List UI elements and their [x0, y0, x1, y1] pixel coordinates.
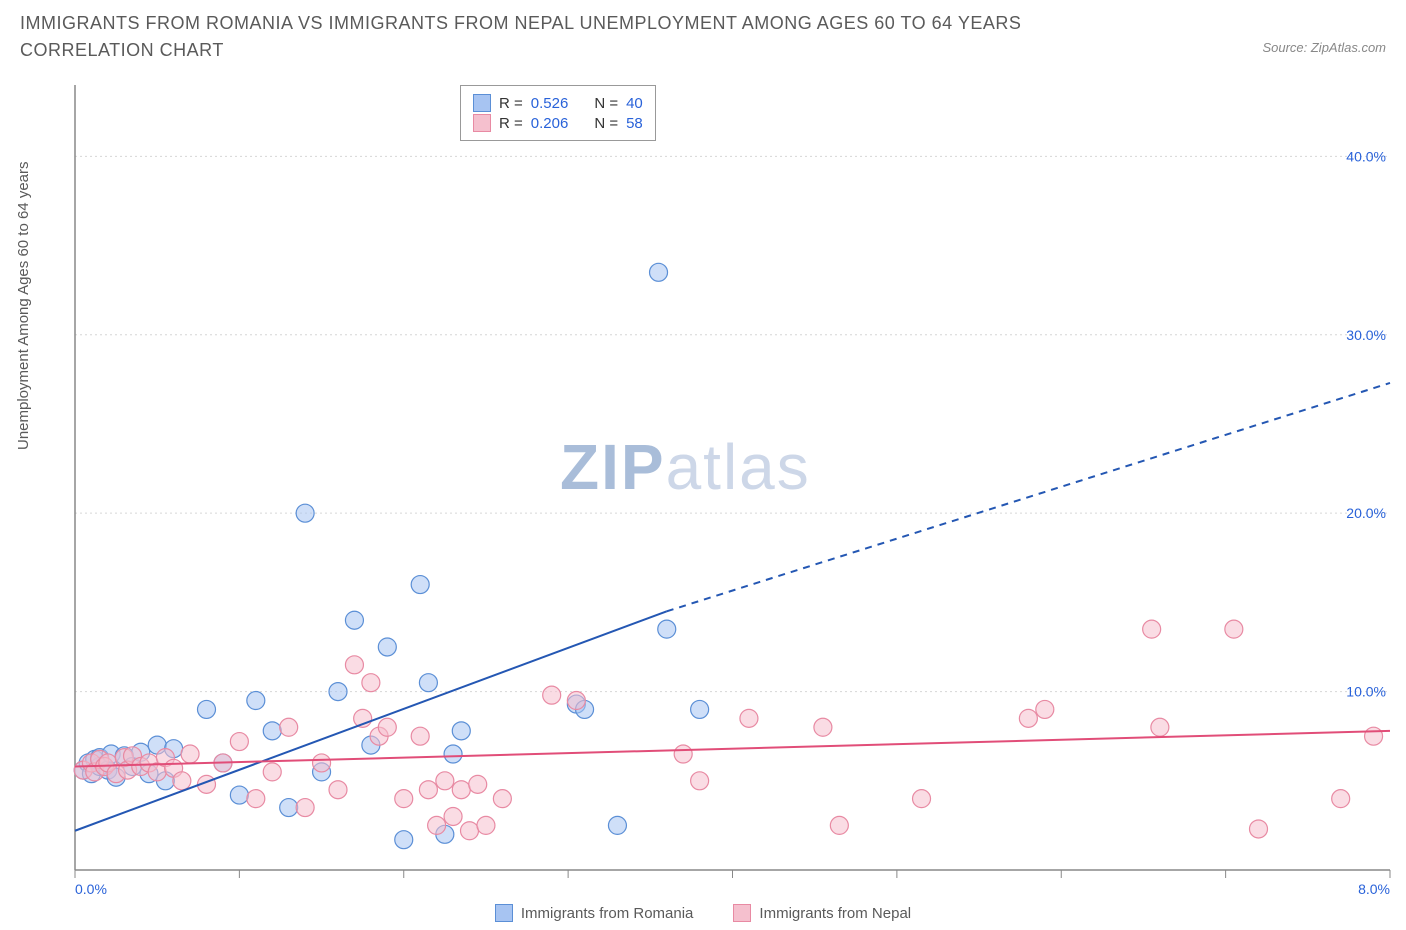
scatter-point — [362, 674, 380, 692]
legend-item: Immigrants from Romania — [495, 904, 694, 922]
scatter-point — [230, 733, 248, 751]
r-label: R = — [499, 115, 523, 132]
legend-swatch — [495, 904, 513, 922]
scatter-point — [280, 718, 298, 736]
x-tick-label: 0.0% — [75, 881, 107, 897]
n-value: 40 — [626, 95, 643, 112]
scatter-point — [263, 763, 281, 781]
scatter-point — [830, 816, 848, 834]
scatter-point — [329, 683, 347, 701]
scatter-point — [1019, 709, 1037, 727]
scatter-point — [543, 686, 561, 704]
legend-swatch — [473, 114, 491, 132]
scatter-point — [345, 656, 363, 674]
scatter-point — [1036, 700, 1054, 718]
y-tick-label: 30.0% — [1346, 327, 1386, 343]
y-tick-label: 40.0% — [1346, 148, 1386, 164]
r-value: 0.206 — [531, 115, 569, 132]
legend-swatch — [733, 904, 751, 922]
trend-line-extrapolated — [667, 383, 1390, 611]
scatter-point — [913, 790, 931, 808]
scatter-point — [230, 786, 248, 804]
scatter-point — [263, 722, 281, 740]
x-tick-label: 8.0% — [1358, 881, 1390, 897]
r-label: R = — [499, 95, 523, 112]
scatter-point — [395, 831, 413, 849]
scatter-point — [419, 674, 437, 692]
legend-label: Immigrants from Romania — [521, 905, 694, 922]
scatter-point — [395, 790, 413, 808]
scatter-point — [493, 790, 511, 808]
scatter-point — [313, 754, 331, 772]
scatter-point — [329, 781, 347, 799]
scatter-point — [452, 781, 470, 799]
scatter-point — [444, 745, 462, 763]
legend-item: Immigrants from Nepal — [733, 904, 911, 922]
scatter-point — [674, 745, 692, 763]
scatter-point — [608, 816, 626, 834]
scatter-point — [814, 718, 832, 736]
scatter-point — [247, 692, 265, 710]
scatter-point — [1332, 790, 1350, 808]
legend-bottom: Immigrants from Romania Immigrants from N… — [0, 904, 1406, 922]
scatter-point — [461, 822, 479, 840]
n-value: 58 — [626, 115, 643, 132]
legend-stat-row: R = 0.526 N = 40 — [473, 94, 643, 112]
trend-line — [75, 611, 667, 830]
scatter-point — [740, 709, 758, 727]
legend-label: Immigrants from Nepal — [759, 905, 911, 922]
scatter-point — [1225, 620, 1243, 638]
scatter-point — [411, 576, 429, 594]
scatter-point — [378, 638, 396, 656]
r-value: 0.526 — [531, 95, 569, 112]
scatter-point — [1151, 718, 1169, 736]
scatter-point — [345, 611, 363, 629]
scatter-point — [452, 722, 470, 740]
scatter-point — [436, 772, 454, 790]
scatter-point — [691, 772, 709, 790]
legend-statistics-box: R = 0.526 N = 40 R = 0.206 N = 58 — [460, 85, 656, 141]
scatter-point — [296, 799, 314, 817]
scatter-point — [1365, 727, 1383, 745]
scatter-chart: 10.0% 20.0% 30.0% 40.0% 0.0% 8.0% — [0, 0, 1406, 930]
scatter-point — [378, 718, 396, 736]
scatter-point — [181, 745, 199, 763]
n-label: N = — [594, 95, 618, 112]
scatter-point — [650, 263, 668, 281]
scatter-point — [198, 700, 216, 718]
scatter-point — [173, 772, 191, 790]
scatter-point — [428, 816, 446, 834]
scatter-point — [444, 807, 462, 825]
legend-swatch — [473, 94, 491, 112]
scatter-point — [419, 781, 437, 799]
legend-stat-row: R = 0.206 N = 58 — [473, 114, 643, 132]
n-label: N = — [594, 115, 618, 132]
scatter-point — [280, 799, 298, 817]
scatter-point — [1143, 620, 1161, 638]
scatter-point — [469, 775, 487, 793]
scatter-point — [477, 816, 495, 834]
scatter-point — [1250, 820, 1268, 838]
y-tick-label: 20.0% — [1346, 505, 1386, 521]
y-tick-label: 10.0% — [1346, 684, 1386, 700]
scatter-point — [411, 727, 429, 745]
scatter-point — [296, 504, 314, 522]
scatter-point — [567, 692, 585, 710]
scatter-point — [247, 790, 265, 808]
scatter-point — [658, 620, 676, 638]
scatter-point — [691, 700, 709, 718]
